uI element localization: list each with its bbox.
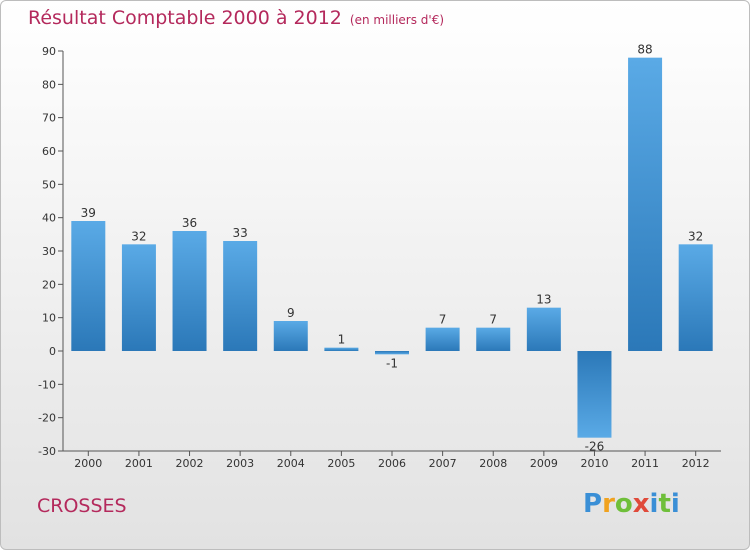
x-tick-label: 2006 [378, 457, 406, 470]
data-label-2006: -1 [386, 356, 398, 370]
data-label-2005: 1 [338, 333, 346, 347]
x-tick-label: 2001 [125, 457, 153, 470]
x-tick-label: 2007 [429, 457, 457, 470]
y-tick-label: 90 [42, 45, 56, 58]
y-tick-label: 80 [42, 78, 56, 91]
chart-subtitle: (en milliers d'€) [349, 13, 445, 27]
x-tick-label: 2005 [327, 457, 355, 470]
x-tick-label: 2002 [176, 457, 204, 470]
bar-2000 [71, 221, 106, 351]
chart-axes: -30 -20 -10 0 10 20 30 40 50 60 70 80 90 2000 2001 2002… [38, 45, 721, 470]
bar-2010 [577, 351, 612, 438]
y-tick-label: -10 [38, 378, 56, 391]
data-label-2010: -26 [585, 440, 605, 454]
y-tick-label: 60 [42, 145, 56, 158]
x-tick-label: 2012 [682, 457, 710, 470]
y-tick-label: 70 [42, 112, 56, 125]
data-label-2001: 32 [131, 229, 146, 243]
chart-data-labels: 39 32 36 33 9 1 -1 7 7 13 -26 88 32 [81, 43, 704, 454]
y-tick-label: 50 [42, 178, 56, 191]
x-tick-label: 2009 [530, 457, 558, 470]
data-label-2008: 7 [489, 313, 497, 327]
y-tick-label: 0 [49, 345, 56, 358]
y-tick-label: 30 [42, 245, 56, 258]
data-label-2000: 39 [81, 206, 96, 220]
bar-2004 [273, 321, 308, 351]
y-tick-label: -30 [38, 445, 56, 458]
data-label-2007: 7 [439, 313, 447, 327]
bar-2007 [425, 327, 460, 351]
bar-2002 [172, 231, 207, 351]
proxiti-logo: Proxiti [583, 489, 680, 519]
x-tick-label: 2003 [226, 457, 254, 470]
data-label-2011: 88 [637, 43, 652, 57]
x-tick-label: 2000 [74, 457, 102, 470]
bar-2008 [476, 327, 511, 351]
chart-bars [71, 57, 713, 438]
data-label-2012: 32 [688, 229, 703, 243]
data-label-2002: 36 [182, 216, 197, 230]
logo-letter: r [602, 489, 615, 519]
x-tick-label: 2008 [479, 457, 507, 470]
chart-title: Résultat Comptable 2000 à 2012 (en millie… [28, 7, 444, 29]
y-tick-label: 10 [42, 312, 56, 325]
logo-letter: i [649, 489, 659, 519]
place-name: CROSSES [37, 495, 127, 517]
chart-title-text: Résultat Comptable 2000 à 2012 [28, 7, 342, 29]
bar-2003 [223, 241, 258, 351]
data-label-2009: 13 [536, 293, 551, 307]
bar-2011 [628, 57, 663, 352]
bar-2001 [121, 244, 156, 351]
logo-letter: P [583, 489, 603, 519]
logo-letter: t [658, 489, 671, 519]
bar-2012 [678, 244, 713, 351]
bar-2009 [526, 307, 561, 351]
logo-letter: x [632, 489, 650, 519]
data-label-2004: 9 [287, 306, 295, 320]
x-tick-label: 2004 [277, 457, 305, 470]
data-label-2003: 33 [233, 226, 248, 240]
y-tick-label: 40 [42, 212, 56, 225]
y-tick-label: -20 [38, 412, 56, 425]
bar-2005 [324, 347, 359, 351]
bar-2006 [375, 351, 409, 355]
logo-letter: o [614, 489, 633, 519]
y-tick-label: 20 [42, 278, 56, 291]
x-tick-label: 2011 [631, 457, 659, 470]
logo-letter: i [670, 489, 680, 519]
x-tick-label: 2010 [580, 457, 608, 470]
